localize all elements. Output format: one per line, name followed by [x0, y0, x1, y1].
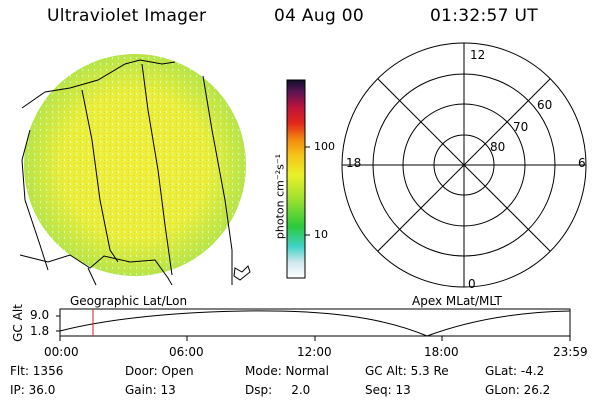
- gc-alt-axis-label: GC Alt: [11, 304, 25, 342]
- gain-value: Gain: 13: [125, 383, 176, 397]
- time-tick-0000: 00:00: [44, 345, 79, 359]
- gc-alt-tick-high: 9.0: [30, 308, 50, 322]
- dsp-value: Dsp: 2.0: [245, 383, 311, 397]
- lat-label-60: 60: [537, 98, 553, 112]
- time-tick-2359: 23:59: [553, 345, 588, 359]
- geo-latitude: GLat: -4.2: [485, 364, 545, 378]
- geo-longitude: GLon: 26.2: [485, 383, 551, 397]
- colorbar-tick-10: 10: [314, 228, 328, 241]
- geographic-panel-label: Geographic Lat/Lon: [70, 294, 188, 308]
- lat-label-80: 80: [490, 140, 506, 154]
- gc-alt-tick-low: 1.8: [30, 324, 50, 338]
- time-tick-1800: 18:00: [424, 345, 459, 359]
- mlt-label-12: 12: [470, 48, 486, 62]
- date-label: 04 Aug 00: [274, 6, 364, 26]
- mlt-label-6: 6: [578, 156, 586, 170]
- door-status: Door: Open: [125, 364, 194, 378]
- time-tick-0600: 06:00: [169, 345, 204, 359]
- mlt-label-0: 0: [468, 277, 476, 291]
- colorbar-tick-100: 100: [314, 140, 335, 153]
- mlt-label-18: 18: [346, 156, 362, 170]
- arrow-icon: [233, 265, 251, 281]
- gc-altitude: GC Alt: 5.3 Re: [365, 364, 449, 378]
- time-label: 01:32:57 UT: [430, 6, 538, 26]
- ip-value: IP: 36.0: [10, 383, 56, 397]
- mode-status: Mode: Normal: [245, 364, 329, 378]
- instrument-title: Ultraviolet Imager: [47, 6, 207, 26]
- time-tick-1200: 12:00: [297, 345, 332, 359]
- apex-panel-label: Apex MLat/MLT: [412, 294, 502, 308]
- lat-label-70: 70: [513, 120, 529, 134]
- flight-number: Flt: 1356: [10, 364, 64, 378]
- sequence-number: Seq: 13: [365, 383, 411, 397]
- geographic-grid-lines: [19, 59, 233, 286]
